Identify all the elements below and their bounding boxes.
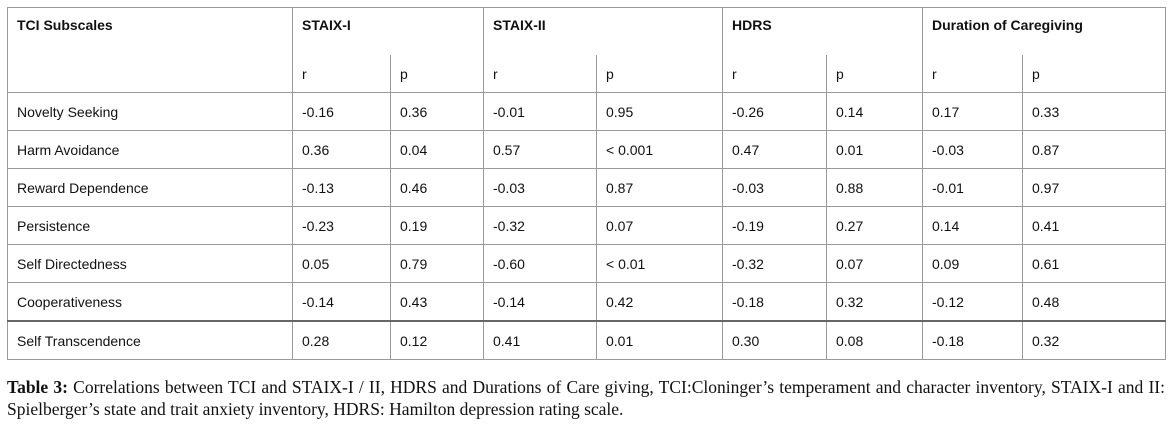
- table-cell: 0.87: [1022, 130, 1166, 169]
- header-spacer: [7, 55, 293, 93]
- table-cell: 0.12: [390, 320, 484, 360]
- table-cell: 0.48: [1022, 282, 1166, 322]
- header-row-groups: TCI Subscales STAIX-I STAIX-II HDRS Dura…: [7, 7, 1166, 55]
- header-tci-subscales: TCI Subscales: [7, 7, 293, 55]
- table-cell: 0.01: [596, 320, 723, 360]
- table-cell: 0.57: [483, 130, 597, 169]
- table-cell: 0.05: [292, 244, 391, 283]
- caption-text: Correlations between TCI and STAIX-I / I…: [7, 377, 1165, 419]
- table-cell: 0.14: [922, 206, 1023, 245]
- header-duration-caregiving: Duration of Caregiving: [922, 7, 1166, 55]
- table-cell: 0.61: [1022, 244, 1166, 283]
- table-cell: 0.30: [722, 320, 827, 360]
- table-cell: 0.08: [826, 320, 923, 360]
- row-label: Self Transcendence: [7, 320, 293, 360]
- table-cell: -0.23: [292, 206, 391, 245]
- table-cell: 0.32: [1022, 320, 1166, 360]
- table-cell: 0.43: [390, 282, 484, 322]
- table-cell: 0.27: [826, 206, 923, 245]
- table-cell: -0.14: [292, 282, 391, 322]
- row-label: Persistence: [7, 206, 293, 245]
- table-row: Harm Avoidance 0.36 0.04 0.57 < 0.001 0.…: [7, 130, 1166, 169]
- table-cell: -0.32: [722, 244, 827, 283]
- row-label: Reward Dependence: [7, 168, 293, 207]
- table-cell: 0.46: [390, 168, 484, 207]
- header-staix-ii: STAIX-II: [483, 7, 723, 55]
- table-cell: 0.41: [1022, 206, 1166, 245]
- table-cell: 0.79: [390, 244, 484, 283]
- table-row: Novelty Seeking -0.16 0.36 -0.01 0.95 -0…: [7, 92, 1166, 131]
- table-cell: 0.41: [483, 320, 597, 360]
- header-hdrs: HDRS: [722, 7, 923, 55]
- subheader-cell: p: [390, 55, 484, 93]
- table-cell: -0.19: [722, 206, 827, 245]
- subheader-cell: r: [922, 55, 1023, 93]
- table-caption: Table 3: Correlations between TCI and ST…: [7, 376, 1165, 420]
- row-label: Novelty Seeking: [7, 92, 293, 131]
- table-cell: -0.14: [483, 282, 597, 322]
- table-cell: 0.36: [390, 92, 484, 131]
- table-row: Persistence -0.23 0.19 -0.32 0.07 -0.19 …: [7, 206, 1166, 245]
- table-cell: 0.36: [292, 130, 391, 169]
- table-cell: -0.16: [292, 92, 391, 131]
- table-row: Self Transcendence 0.28 0.12 0.41 0.01 0…: [7, 320, 1166, 360]
- table-cell: 0.01: [826, 130, 923, 169]
- table-cell: -0.03: [922, 130, 1023, 169]
- table-cell: 0.07: [826, 244, 923, 283]
- subheader-cell: p: [596, 55, 723, 93]
- table-cell: 0.97: [1022, 168, 1166, 207]
- table-cell: -0.32: [483, 206, 597, 245]
- caption-label: Table 3:: [7, 377, 68, 397]
- correlation-table: TCI Subscales STAIX-I STAIX-II HDRS Dura…: [7, 7, 1166, 360]
- table-cell: -0.60: [483, 244, 597, 283]
- header-staix-i: STAIX-I: [292, 7, 484, 55]
- table-cell: -0.18: [722, 282, 827, 322]
- table-cell: 0.09: [922, 244, 1023, 283]
- table-cell: 0.47: [722, 130, 827, 169]
- table-cell: 0.32: [826, 282, 923, 322]
- row-label: Harm Avoidance: [7, 130, 293, 169]
- table-cell: 0.04: [390, 130, 484, 169]
- table-cell: 0.42: [596, 282, 723, 322]
- table-cell: -0.12: [922, 282, 1023, 322]
- row-label: Self Directedness: [7, 244, 293, 283]
- table-cell: -0.26: [722, 92, 827, 131]
- table-cell: -0.01: [483, 92, 597, 131]
- table-cell: 0.87: [596, 168, 723, 207]
- row-label: Cooperativeness: [7, 282, 293, 322]
- table-cell: 0.14: [826, 92, 923, 131]
- table-cell: -0.18: [922, 320, 1023, 360]
- subheader-cell: p: [1022, 55, 1166, 93]
- table-cell: 0.95: [596, 92, 723, 131]
- table-row: Cooperativeness -0.14 0.43 -0.14 0.42 -0…: [7, 282, 1166, 322]
- table-cell: -0.01: [922, 168, 1023, 207]
- table-cell: 0.88: [826, 168, 923, 207]
- table-row: Reward Dependence -0.13 0.46 -0.03 0.87 …: [7, 168, 1166, 207]
- table-cell: < 0.01: [596, 244, 723, 283]
- table-cell: -0.03: [722, 168, 827, 207]
- subheader-cell: p: [826, 55, 923, 93]
- header-row-stats: r p r p r p r p: [7, 55, 1166, 93]
- table-row: Self Directedness 0.05 0.79 -0.60 < 0.01…: [7, 244, 1166, 283]
- table-cell: 0.17: [922, 92, 1023, 131]
- subheader-cell: r: [292, 55, 391, 93]
- table-cell: < 0.001: [596, 130, 723, 169]
- table-cell: 0.28: [292, 320, 391, 360]
- subheader-cell: r: [483, 55, 597, 93]
- table-cell: -0.03: [483, 168, 597, 207]
- table-cell: -0.13: [292, 168, 391, 207]
- table-cell: 0.07: [596, 206, 723, 245]
- table-cell: 0.33: [1022, 92, 1166, 131]
- subheader-cell: r: [722, 55, 827, 93]
- table-cell: 0.19: [390, 206, 484, 245]
